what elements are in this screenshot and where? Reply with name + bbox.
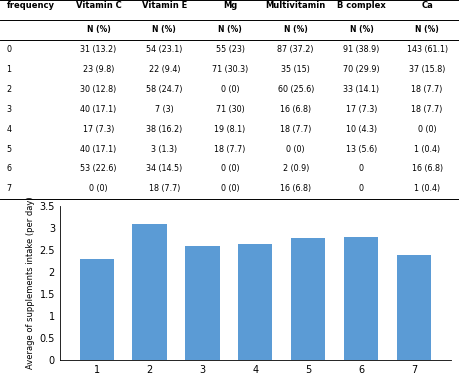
Bar: [291, 238, 325, 360]
Bar: [343, 237, 377, 360]
Y-axis label: Average of supplements intake (per day): Average of supplements intake (per day): [26, 197, 35, 369]
Bar: [132, 224, 167, 360]
Bar: [185, 246, 219, 360]
Bar: [396, 255, 430, 360]
Bar: [238, 244, 272, 360]
Bar: [79, 259, 114, 360]
